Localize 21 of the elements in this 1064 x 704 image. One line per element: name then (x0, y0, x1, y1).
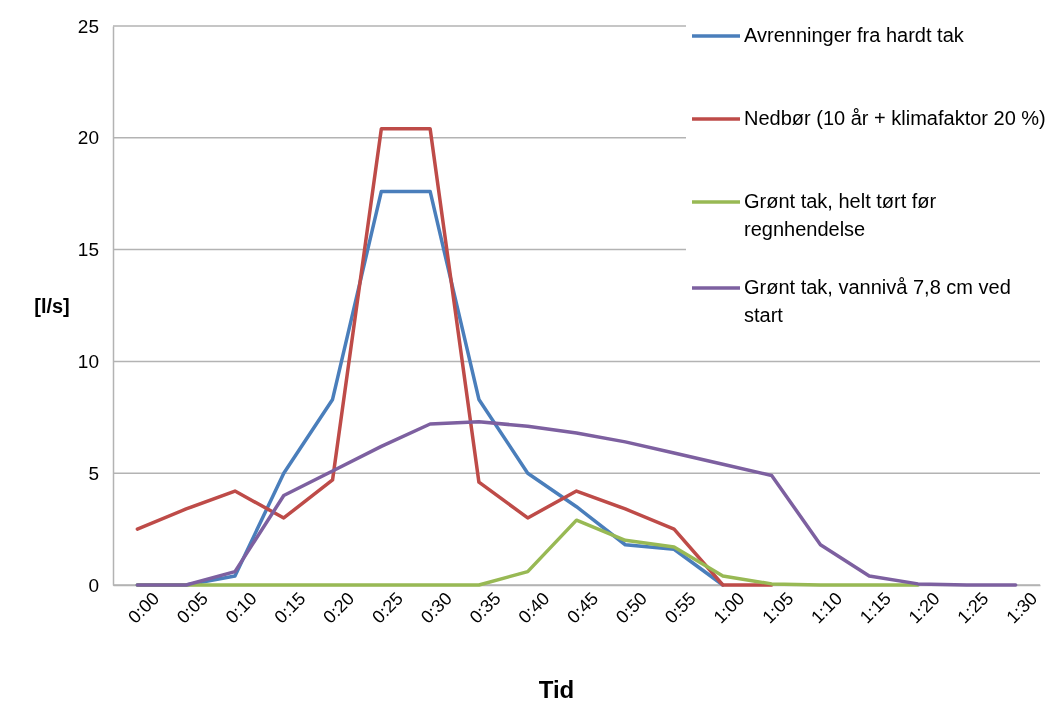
y-tick-label: 20 (77, 127, 99, 149)
legend-label: Nedbør (10 år + klimafaktor 20 %) (744, 107, 1046, 129)
legend-label: Avrenninger fra hardt tak (744, 24, 965, 46)
y-tick-label: 0 (88, 574, 99, 596)
x-tick-label: 1:20 (904, 588, 944, 628)
x-tick-label: 0:50 (612, 588, 651, 628)
x-tick-label: 0:20 (319, 588, 359, 628)
x-tick-label: 0:40 (514, 588, 554, 628)
x-tick-label: 1:00 (709, 588, 749, 628)
x-tick-label: 0:30 (416, 588, 456, 628)
y-axis-title: [l/s] (34, 294, 70, 317)
legend-label: Grønt tak, vannivå 7,8 cm ved start (744, 276, 1011, 326)
legend-label: Grønt tak, helt tørt før regnhendelse (744, 190, 937, 240)
y-tick-label: 5 (88, 462, 99, 484)
x-axis-title: Tid (538, 676, 575, 703)
line-series (135, 420, 1018, 587)
x-tick-label: 0:00 (124, 588, 164, 628)
y-tick-label: 10 (77, 350, 99, 372)
x-tick-label: 0:10 (221, 588, 261, 628)
y-tick-label: 25 (77, 15, 99, 37)
y-tick-label: 15 (77, 239, 99, 261)
